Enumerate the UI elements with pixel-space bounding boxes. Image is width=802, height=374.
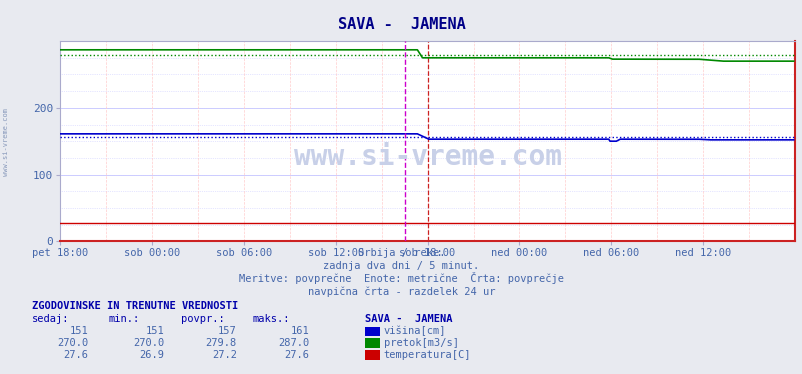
Text: 270.0: 270.0 <box>57 338 88 348</box>
Text: ZGODOVINSKE IN TRENUTNE VREDNOSTI: ZGODOVINSKE IN TRENUTNE VREDNOSTI <box>32 301 238 310</box>
Text: 151: 151 <box>146 326 164 336</box>
Text: 26.9: 26.9 <box>140 350 164 360</box>
Text: 270.0: 270.0 <box>133 338 164 348</box>
Text: sedaj:: sedaj: <box>32 314 70 324</box>
Text: 287.0: 287.0 <box>277 338 309 348</box>
Text: 161: 161 <box>290 326 309 336</box>
Text: 279.8: 279.8 <box>205 338 237 348</box>
Text: www.si-vreme.com: www.si-vreme.com <box>3 108 10 176</box>
Text: SAVA -  JAMENA: SAVA - JAMENA <box>365 314 452 324</box>
Text: 27.6: 27.6 <box>63 350 88 360</box>
Text: maks.:: maks.: <box>253 314 290 324</box>
Text: pretok[m3/s]: pretok[m3/s] <box>383 338 458 348</box>
Text: min.:: min.: <box>108 314 140 324</box>
Text: 27.6: 27.6 <box>284 350 309 360</box>
Text: navpična črta - razdelek 24 ur: navpična črta - razdelek 24 ur <box>307 287 495 297</box>
Text: Meritve: povprečne  Enote: metrične  Črta: povprečje: Meritve: povprečne Enote: metrične Črta:… <box>239 272 563 284</box>
Text: 27.2: 27.2 <box>212 350 237 360</box>
Text: temperatura[C]: temperatura[C] <box>383 350 471 360</box>
Text: povpr.:: povpr.: <box>180 314 224 324</box>
Text: zadnja dva dni / 5 minut.: zadnja dva dni / 5 minut. <box>323 261 479 271</box>
Text: višina[cm]: višina[cm] <box>383 326 446 336</box>
Text: www.si-vreme.com: www.si-vreme.com <box>294 143 561 171</box>
Text: Srbija / reke.: Srbija / reke. <box>358 248 444 258</box>
Text: 157: 157 <box>218 326 237 336</box>
Text: SAVA -  JAMENA: SAVA - JAMENA <box>337 17 465 32</box>
Text: 151: 151 <box>70 326 88 336</box>
